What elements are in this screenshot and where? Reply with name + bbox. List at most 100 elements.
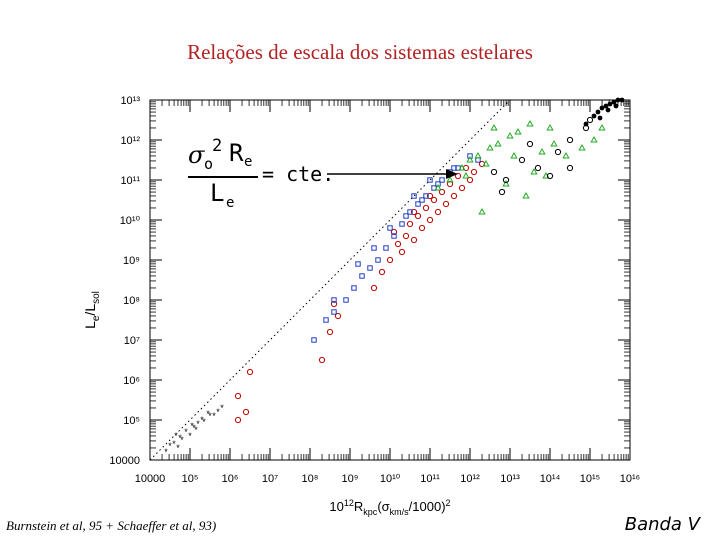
data-point-dot: [605, 107, 611, 113]
data-point-circle-open: [566, 136, 574, 144]
data-point-star: *: [190, 421, 194, 431]
data-point-star: *: [216, 407, 220, 417]
formula-sub-e: e: [244, 154, 253, 170]
y-tick-label: 10000: [109, 455, 140, 467]
data-point-circle: [410, 208, 418, 216]
data-point-triangle: [578, 143, 586, 151]
data-point-star: *: [168, 441, 172, 451]
data-point-triangle: [522, 191, 530, 199]
y-tick-label: 10⁸: [123, 295, 140, 307]
data-point-circle: [426, 192, 434, 200]
data-point-square: [427, 177, 433, 183]
data-point-circle-open: [566, 164, 574, 172]
data-point-triangle: [598, 123, 606, 131]
y-axis-label: Le/Lsol: [82, 291, 102, 329]
data-point-star: *: [194, 425, 198, 435]
x-axis-label: 1012Rkpc(σkm/s/1000)2: [329, 498, 450, 517]
data-point-star: *: [174, 431, 178, 441]
data-point-circle: [402, 232, 410, 240]
data-point-triangle: [490, 123, 498, 131]
data-point-square: [411, 193, 417, 199]
data-point-circle-open: [490, 168, 498, 176]
data-point-star: *: [200, 415, 204, 425]
x-tick-label: 10⁷: [262, 473, 278, 485]
x-tick-label: 10¹⁴: [540, 473, 561, 485]
data-point-dot: [607, 101, 613, 107]
data-point-dot: [613, 103, 619, 109]
data-point-triangle: [514, 127, 522, 135]
data-point-square: [467, 153, 473, 159]
data-point-star: *: [176, 443, 180, 453]
y-tick-label: 10¹¹: [120, 175, 140, 187]
data-point-circle: [234, 392, 242, 400]
data-point-triangle: [546, 123, 554, 131]
data-point-circle-open: [498, 188, 506, 196]
data-point-triangle: [434, 183, 442, 191]
data-point-circle-open: [546, 172, 554, 180]
data-point-star: *: [178, 433, 182, 443]
data-point-dot: [597, 115, 603, 121]
data-point-square: [359, 273, 365, 279]
data-point-circle: [398, 248, 406, 256]
chart: 10000 10⁵ 10⁶ 10⁷ 10⁸ 10⁹ 10¹⁰ 10¹¹ 10¹² 10¹³ 10¹⁴…: [70, 95, 650, 520]
data-point-circle: [442, 200, 450, 208]
data-point-square: [399, 221, 405, 227]
x-tick-label: 10¹³: [500, 473, 520, 485]
x-tick-label: 10⁹: [342, 473, 359, 485]
data-point-square: [355, 261, 361, 267]
data-point-triangle: [466, 155, 474, 163]
data-point-dot: [615, 97, 621, 103]
data-point-square: [383, 245, 389, 251]
data-point-square: [435, 181, 441, 187]
data-point-circle: [246, 368, 254, 376]
formula-sup-2: 2: [212, 136, 223, 156]
data-point-square: [351, 285, 357, 291]
data-point-circle: [422, 204, 430, 212]
formula-r: R: [229, 139, 244, 167]
data-point-circle: [334, 312, 342, 320]
data-point-circle-open: [554, 148, 562, 156]
data-point-star: *: [184, 427, 188, 437]
data-point-star: *: [212, 411, 216, 421]
data-point-triangle: [474, 151, 482, 159]
data-point-triangle: [478, 207, 486, 215]
data-point-circle: [242, 408, 250, 416]
x-tick-label: 10⁸: [302, 473, 319, 485]
data-point-square: [407, 209, 413, 215]
slide-title: Relações de escala dos sistemas estelare…: [187, 40, 533, 64]
formula-fraction-bar: [188, 176, 258, 178]
x-tick-label: 10¹⁶: [620, 473, 640, 485]
data-point-triangle: [550, 139, 558, 147]
data-point-circle: [426, 216, 434, 224]
data-point-circle: [466, 176, 474, 184]
x-tick-label: 10⁶: [222, 473, 239, 485]
data-point-circle: [430, 196, 438, 204]
data-point-square: [439, 177, 445, 183]
chart-svg: 10000 10⁵ 10⁶ 10⁷ 10⁸ 10⁹ 10¹⁰ 10¹¹ 10¹² 10¹³ 10¹⁴…: [82, 95, 640, 517]
data-point-triangle: [482, 159, 490, 167]
data-point-square: [419, 197, 425, 203]
data-point-circle: [414, 212, 422, 220]
data-point-triangle: [538, 147, 546, 155]
y-tick-label: 10¹³: [120, 95, 140, 107]
formula-sigma: σ: [188, 141, 205, 169]
data-point-square: [371, 245, 377, 251]
data-point-star: *: [164, 447, 168, 457]
data-point-circle-open: [586, 116, 594, 124]
data-point-circle: [418, 224, 426, 232]
y-tick-label: 10⁵: [123, 415, 140, 427]
data-point-circle: [378, 268, 386, 276]
data-point-star: *: [172, 439, 176, 449]
data-point-dot: [603, 103, 609, 109]
data-point-square: [311, 337, 317, 343]
data-point-circle: [454, 172, 462, 180]
x-tick-label: 10¹⁵: [580, 473, 600, 485]
y-tick-label: 10⁹: [123, 255, 140, 267]
data-point-circle-open: [518, 156, 526, 164]
data-point-triangle: [530, 167, 538, 175]
band-label: Banda V: [624, 514, 700, 535]
y-tick-label: 10⁷: [124, 335, 140, 347]
data-point-star: *: [192, 423, 196, 433]
data-point-circle-open: [502, 176, 510, 184]
data-point-square: [451, 165, 457, 171]
